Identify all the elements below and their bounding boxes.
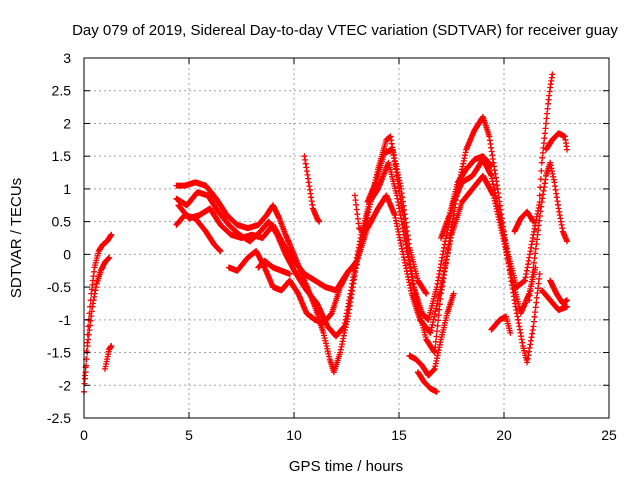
series-track-7 (173, 212, 224, 255)
series-track-9 (255, 257, 293, 277)
series-track-21 (547, 277, 570, 307)
series-track-15 (438, 153, 495, 241)
series-track-8 (225, 248, 360, 327)
series-track-19 (536, 71, 556, 199)
y-tick-label: 0.5 (52, 214, 72, 230)
data-marks (81, 71, 570, 395)
axis-ticks: 0 5 10 15 20 25 -2.5 -2 -1.5 -1 -0.5 0 0.5 1 1.5 2 2.5 3 (47, 50, 617, 443)
series-track-13 (406, 290, 457, 379)
y-tick-label: 3 (63, 50, 71, 66)
y-tick-label: 1 (63, 181, 71, 197)
y-tick-label: 1.5 (52, 148, 72, 164)
series-track-18 (526, 159, 570, 304)
x-tick-label: 10 (286, 427, 302, 443)
series-track-3 (102, 343, 115, 372)
scatter-points (414, 369, 440, 395)
y-axis-label: SDTVAR / TECUs (8, 178, 25, 298)
plot-frame (83, 57, 610, 419)
series-track-14 (414, 369, 440, 395)
scatter-points (547, 277, 570, 307)
scatter-points (536, 71, 556, 199)
scatter-points (225, 248, 360, 327)
x-axis-label: GPS time / hours (289, 458, 403, 475)
y-tick-label: 2.5 (52, 83, 72, 99)
chart-title: Day 079 of 2019, Sidereal Day-to-day VTE… (72, 22, 618, 39)
series-track-12 (364, 146, 430, 297)
series-track-17 (511, 208, 537, 235)
series-track-10 (301, 153, 323, 225)
x-tick-label: 15 (391, 427, 407, 443)
series-track-16 (488, 313, 514, 336)
y-tick-label: 0 (63, 246, 71, 262)
y-tick-label: -0.5 (47, 279, 71, 295)
scatter-points (511, 208, 537, 235)
x-tick-label: 0 (80, 427, 88, 443)
scatter-points (173, 212, 224, 255)
scatter-points (406, 290, 457, 379)
scatter-points (538, 287, 570, 313)
y-tick-label: -1 (59, 312, 72, 328)
y-tick-label: -2.5 (47, 410, 71, 426)
scatter-points (82, 254, 113, 382)
series-track-22 (538, 287, 570, 313)
y-tick-label: -1.5 (47, 345, 71, 361)
scatter-points (488, 313, 514, 336)
series-track-5 (173, 156, 543, 340)
series-track-20 (543, 130, 570, 153)
scatter-points (255, 257, 293, 277)
scatter-points (102, 343, 115, 372)
scatter-points (173, 156, 543, 340)
scatter-points (438, 153, 495, 241)
series-track-2 (82, 254, 113, 382)
scatter-points (364, 146, 430, 297)
scatter-points (543, 130, 570, 153)
y-tick-label: -2 (59, 377, 72, 393)
scatter-points (301, 153, 323, 225)
scatter-points (526, 159, 570, 304)
x-tick-label: 5 (185, 427, 193, 443)
y-tick-label: 2 (63, 115, 71, 131)
scatter-points (351, 192, 371, 235)
series-track-11 (351, 192, 371, 235)
x-tick-label: 20 (496, 427, 512, 443)
x-tick-label: 25 (601, 427, 617, 443)
